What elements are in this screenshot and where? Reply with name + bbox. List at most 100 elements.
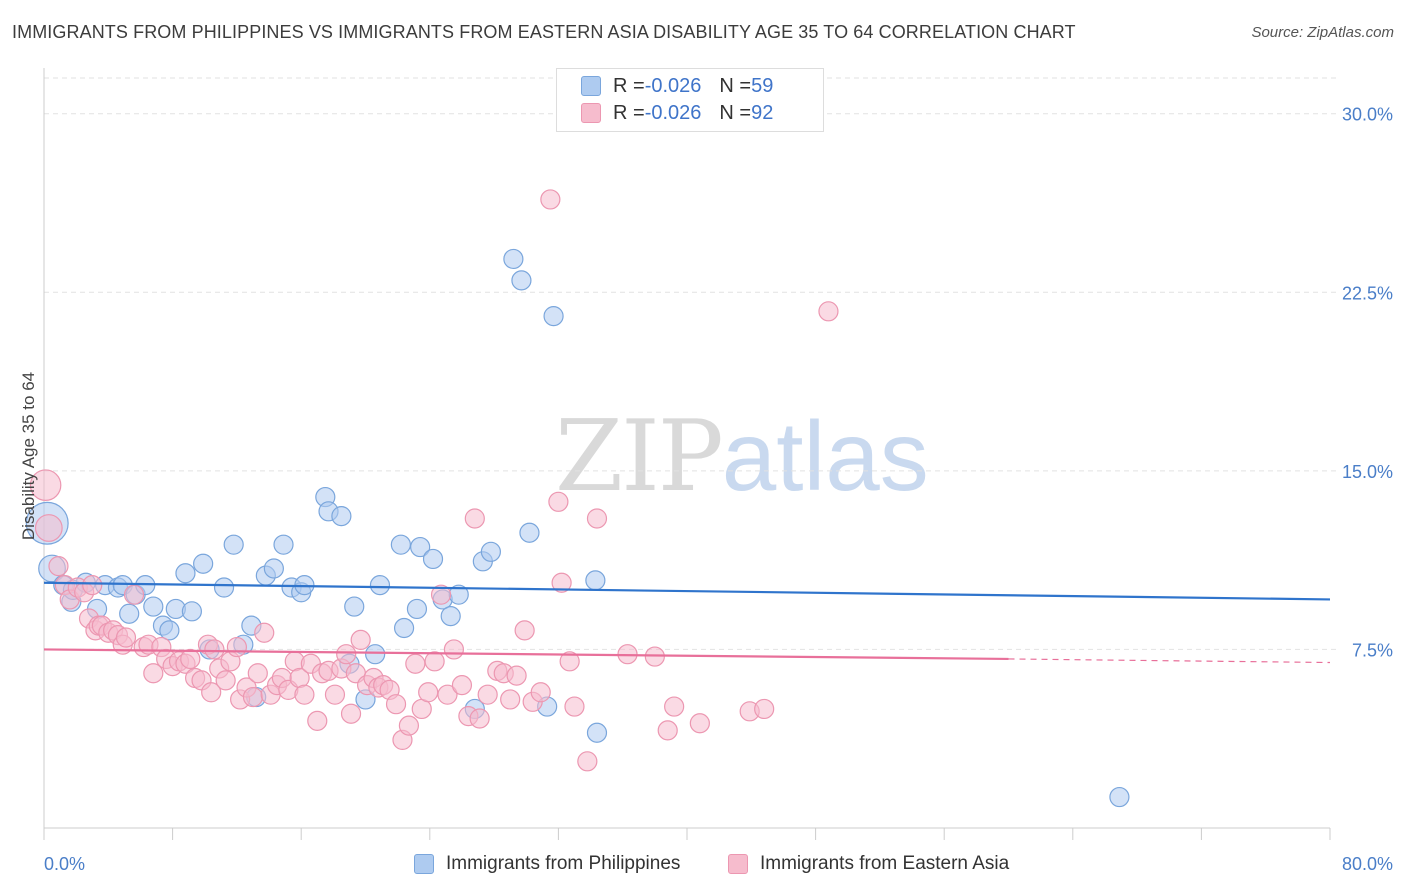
philippines-point — [1109, 786, 1130, 808]
philippines-point — [390, 534, 411, 555]
eastern-asia-point — [180, 648, 201, 670]
chart-title: IMMIGRANTS FROM PHILIPPINES VS IMMIGRANT… — [12, 22, 1076, 42]
philippines-point — [175, 563, 196, 584]
legend-r-value: -0.026 — [644, 74, 702, 97]
legend-swatch-pink — [581, 103, 601, 123]
eastern-asia-point — [254, 622, 275, 643]
eastern-asia-point — [115, 627, 137, 648]
source-credit: Source: ZipAtlas.com — [1251, 24, 1394, 41]
eastern-asia-point — [336, 644, 357, 665]
philippines-point — [331, 505, 352, 527]
eastern-asia-point — [559, 651, 580, 672]
correlation-legend: R = -0.026 N = 59 R = -0.026 N = 92 — [556, 68, 824, 132]
legend-row-eastern-asia: R = -0.026 N = 92 — [581, 102, 773, 124]
y-tick-label: 22.5% — [1342, 283, 1393, 303]
grid-lines — [44, 77, 1340, 650]
eastern-asia-trend-line — [43, 648, 1009, 661]
philippines-point — [159, 620, 180, 641]
eastern-asia-point — [451, 675, 473, 696]
legend-swatch-blue — [581, 76, 601, 96]
eastern-asia-point — [324, 684, 346, 705]
philippines-point — [511, 270, 532, 291]
eastern-asia-point — [564, 696, 585, 717]
philippines-point — [503, 248, 524, 270]
eastern-asia-point — [464, 508, 485, 529]
eastern-asia-point — [754, 698, 775, 720]
philippines-point — [213, 577, 235, 598]
philippines-point — [410, 536, 431, 558]
eastern-asia-points — [29, 189, 839, 772]
philippines-point — [193, 553, 214, 574]
watermark-atlas: atlas — [721, 401, 929, 511]
philippines-point — [273, 534, 294, 555]
philippines-point — [585, 570, 606, 591]
tick-labels: 7.5% 15.0% 22.5% 30.0% 0.0% 80.0% Disability A… — [19, 105, 1393, 874]
philippines-point — [119, 603, 140, 624]
x-tick-label: 80.0% — [1342, 854, 1393, 874]
legend-n-value: 92 — [751, 101, 774, 124]
eastern-asia-point — [469, 708, 490, 729]
bottom-legend-swatch-blue — [414, 854, 434, 874]
eastern-asia-point — [818, 301, 839, 322]
eastern-asia-point — [657, 720, 678, 741]
eastern-asia-point — [398, 715, 420, 736]
eastern-asia-point — [385, 694, 407, 715]
philippines-point — [543, 305, 564, 327]
philippines-point — [369, 575, 391, 596]
eastern-asia-point — [204, 639, 225, 660]
eastern-asia-point — [443, 639, 465, 660]
philippines-point — [422, 548, 444, 570]
eastern-asia-point — [405, 653, 426, 674]
eastern-asia-point — [48, 555, 69, 577]
eastern-asia-point — [307, 710, 328, 731]
eastern-asia-point — [201, 682, 222, 703]
eastern-asia-point — [500, 689, 521, 710]
philippines-point — [365, 644, 386, 665]
watermark-zip: ZIP — [555, 400, 724, 514]
bottom-legend-philippines: Immigrants from Philippines — [414, 850, 680, 878]
eastern-asia-point — [215, 670, 236, 691]
eastern-asia-point — [548, 491, 569, 512]
bottom-legend-eastern-asia: Immigrants from Eastern Asia — [728, 850, 1009, 878]
legend-r-value: -0.026 — [644, 101, 702, 124]
philippines-trend-line — [43, 581, 1331, 601]
bottom-legend-label: Immigrants from Eastern Asia — [760, 853, 1010, 874]
eastern-asia-point — [143, 663, 164, 684]
eastern-asia-point — [424, 651, 445, 672]
philippines-point — [586, 722, 608, 743]
eastern-asia-point — [430, 584, 452, 605]
eastern-asia-point — [689, 713, 710, 734]
eastern-asia-point — [294, 684, 315, 705]
bottom-legend-swatch-pink — [728, 854, 748, 874]
legend-r-label: R = — [613, 74, 645, 97]
eastern-asia-point — [551, 572, 572, 593]
y-tick-label: 30.0% — [1342, 105, 1393, 125]
eastern-asia-point — [340, 703, 362, 724]
philippines-points — [25, 248, 1130, 808]
eastern-asia-point — [82, 575, 103, 596]
trend-lines — [43, 581, 1331, 664]
axes — [43, 68, 1331, 840]
eastern-asia-point — [437, 684, 458, 705]
eastern-asia-point — [242, 686, 264, 708]
eastern-asia-point — [123, 584, 145, 605]
legend-n-value: 59 — [751, 74, 774, 97]
eastern-asia-point — [506, 665, 527, 686]
philippines-point — [406, 598, 428, 620]
philippines-point — [344, 596, 365, 617]
eastern-asia-point — [29, 469, 62, 501]
eastern-asia-point — [586, 508, 608, 529]
eastern-asia-point — [34, 514, 63, 542]
eastern-asia-point — [530, 682, 551, 703]
philippines-point — [181, 601, 202, 622]
eastern-asia-point — [350, 629, 371, 651]
y-tick-label: 7.5% — [1352, 640, 1393, 660]
eastern-asia-point — [540, 189, 561, 210]
y-axis-label: Disability Age 35 to 64 — [19, 372, 38, 540]
watermark: ZIPatlas — [555, 400, 929, 514]
x-tick-label: 0.0% — [44, 854, 85, 874]
y-tick-label: 15.0% — [1342, 462, 1393, 482]
eastern-asia-point — [577, 751, 598, 772]
philippines-point — [519, 522, 540, 543]
